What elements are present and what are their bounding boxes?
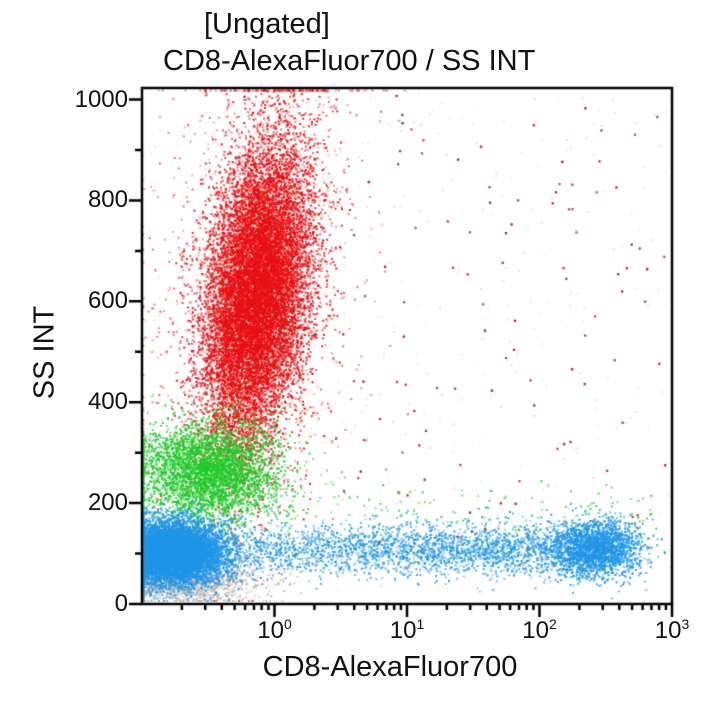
x-axis-label: CD8-AlexaFluor700 [262, 651, 518, 683]
x-tick-label-10^1: 101 [389, 616, 425, 644]
y-tick-label-400: 400 [87, 388, 128, 416]
y-tick-label-600: 600 [87, 287, 128, 315]
y-tick-label-200: 200 [87, 489, 128, 517]
y-axis-label: SS INT [28, 305, 61, 400]
y-tick-label-1000: 1000 [74, 85, 128, 113]
plot-gate-title: [Ungated] [204, 8, 330, 40]
x-tick-label-10^2: 102 [522, 616, 557, 644]
y-tick-label-0: 0 [114, 590, 128, 617]
x-tick-label-10^3: 103 [654, 616, 690, 644]
y-tick-label-800: 800 [87, 186, 128, 214]
plot-parameters-title: CD8-AlexaFluor700 / SS INT [163, 45, 536, 77]
x-tick-label-10^0: 100 [257, 616, 292, 644]
